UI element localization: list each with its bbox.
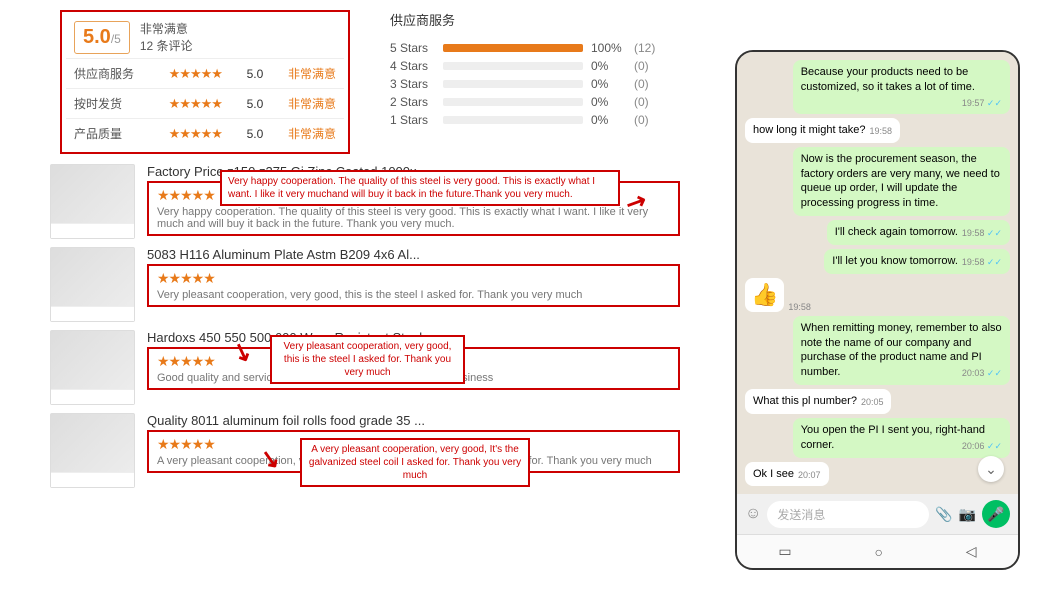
bar-count: (0) [634,113,649,127]
product-thumb[interactable]: ISO CE [50,164,135,239]
bar-label: 1 Stars [390,113,435,127]
bar-track [443,62,583,70]
bar-count: (0) [634,59,649,73]
chat-message-out: Because your products need to be customi… [793,60,1010,114]
score-badge: 5.0/5 [74,21,130,54]
scroll-down-button[interactable]: ⌄ [978,456,1004,482]
attach-icon[interactable]: 📎 [935,506,952,523]
review-count: 12 条评论 [140,37,193,54]
camera-icon[interactable]: 📷 [959,506,976,523]
chat-area[interactable]: Because your products need to be customi… [737,52,1018,494]
bar-pct: 0% [591,113,626,127]
bar-row: 5 Stars 100% (12) [390,41,700,55]
cert-badges: ISO CE [53,394,80,403]
bars-title: 供应商服务 [390,10,700,29]
product-title[interactable]: 5083 H116 Aluminum Plate Astm B209 4x6 A… [147,247,680,262]
emoji-icon[interactable]: ☺ [745,505,761,523]
bar-pct: 0% [591,77,626,91]
chat-message-in: What this pl number?20:05 [745,389,891,414]
cert-badges: ISO CE [53,477,80,486]
stars-icon: ★★★★★ [157,270,670,287]
review-text: Very happy cooperation. The quality of t… [157,206,670,230]
bar-count: (0) [634,95,649,109]
criteria-row: 产品质量 ★★★★★ 5.0 非常满意 [66,118,344,148]
bar-count: (12) [634,41,655,55]
nav-bar: ▭ ○ ◁ [737,534,1018,568]
product-thumb[interactable]: ISO CE [50,330,135,405]
review-text: Very pleasant cooperation, very good, th… [157,289,670,301]
review-box: ★★★★★ Very pleasant cooperation, very go… [147,264,680,307]
phone-mockup: Because your products need to be customi… [735,50,1020,570]
product-thumb[interactable]: ISO CE [50,413,135,488]
rating-header: 5.0/5 非常满意 12 条评论 供应商服务 ★★★★★ 5.0 非常满意按时… [0,0,700,154]
criteria-tag: 非常满意 [288,95,336,112]
bar-count: (0) [634,77,649,91]
chat-message-out: Now is the procurement season, the facto… [793,147,1010,216]
chat-message-in: how long it might take?19:58 [745,118,900,143]
bar-row: 4 Stars 0% (0) [390,59,700,73]
criteria-label: 按时发货 [74,95,144,112]
criteria-label: 产品质量 [74,125,144,142]
bar-row: 1 Stars 0% (0) [390,113,700,127]
cert-badges: ISO CE [53,311,80,320]
reviews-panel: 5.0/5 非常满意 12 条评论 供应商服务 ★★★★★ 5.0 非常满意按时… [0,0,700,496]
criteria-tag: 非常满意 [288,125,336,142]
chat-input-bar: ☺ 发送消息 📎 📷 🎤 [737,494,1018,534]
chat-message-out: When remitting money, remember to also n… [793,316,1010,385]
chat-emoji: 👍19:58 [745,278,811,312]
message-input[interactable]: 发送消息 [767,501,929,528]
nav-home-icon[interactable]: ○ [874,544,882,560]
mic-button[interactable]: 🎤 [982,500,1010,528]
bar-pct: 100% [591,41,626,55]
score-denom: /5 [111,32,121,46]
bar-pct: 0% [591,59,626,73]
criteria-score: 5.0 [247,127,264,141]
rating-box: 5.0/5 非常满意 12 条评论 供应商服务 ★★★★★ 5.0 非常满意按时… [60,10,350,154]
stars-icon: ★★★★★ [169,96,222,112]
criteria-score: 5.0 [247,97,264,111]
criteria-label: 供应商服务 [74,65,144,82]
bars-section: 供应商服务 5 Stars 100% (12)4 Stars 0% (0)3 S… [390,10,700,131]
bar-track [443,80,583,88]
bar-track [443,44,583,52]
callout-1: Very happy cooperation. The quality of t… [220,170,620,206]
stars-icon: ★★★★★ [169,126,222,142]
bar-label: 5 Stars [390,41,435,55]
criteria-row: 按时发货 ★★★★★ 5.0 非常满意 [66,88,344,118]
criteria-tag: 非常满意 [288,65,336,82]
chat-message-in: Ok I see20:07 [745,462,829,487]
bar-label: 4 Stars [390,59,435,73]
nav-recent-icon[interactable]: ▭ [778,543,791,560]
nav-back-icon[interactable]: ◁ [966,543,977,560]
score-value: 5.0 [83,26,111,48]
callout-2: Very pleasant cooperation, very good, th… [270,335,465,384]
stars-icon: ★★★★★ [169,66,222,82]
criteria-row: 供应商服务 ★★★★★ 5.0 非常满意 [66,58,344,88]
cert-badges: ISO CE [53,228,80,237]
bar-pct: 0% [591,95,626,109]
bar-label: 2 Stars [390,95,435,109]
criteria-score: 5.0 [247,67,264,81]
callout-3: A very pleasant cooperation, very good, … [300,438,530,487]
bar-row: 2 Stars 0% (0) [390,95,700,109]
satisfaction-label: 非常满意 [140,20,193,37]
chat-message-out: I'll let you know tomorrow.19:58 ✓✓ [824,249,1010,274]
bar-track [443,116,583,124]
product-title[interactable]: Quality 8011 aluminum foil rolls food gr… [147,413,680,428]
product-item[interactable]: ISO CE 5083 H116 Aluminum Plate Astm B20… [50,247,680,322]
bar-label: 3 Stars [390,77,435,91]
bar-track [443,98,583,106]
chat-message-out: I'll check again tomorrow.19:58 ✓✓ [827,220,1010,245]
bar-row: 3 Stars 0% (0) [390,77,700,91]
chat-message-out: You open the PI I sent you, right-hand c… [793,418,1010,458]
product-thumb[interactable]: ISO CE [50,247,135,322]
